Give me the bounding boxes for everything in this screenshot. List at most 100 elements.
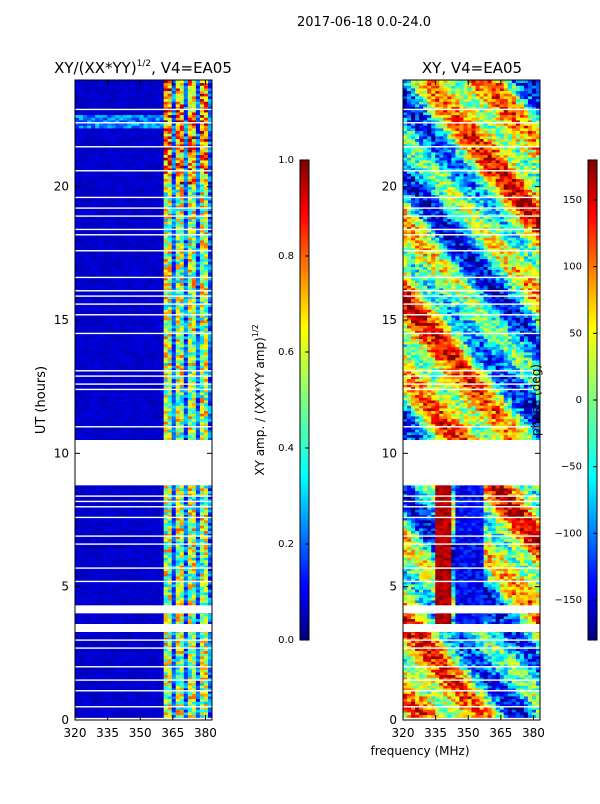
left-heatmap-cell	[135, 701, 140, 705]
left-heatmap-cell	[179, 424, 185, 428]
left-heatmap-cell	[199, 397, 205, 401]
left-heatmap-cell	[123, 365, 128, 369]
left-heatmap-cell	[187, 682, 193, 686]
left-heatmap-cell	[151, 328, 156, 332]
left-heatmap-cell	[191, 648, 197, 652]
left-heatmap-cell	[199, 389, 205, 393]
left-heatmap-cell	[167, 634, 173, 638]
left-heatmap-cell	[123, 378, 128, 382]
left-heatmap-cell	[187, 426, 193, 430]
left-heatmap-cell	[103, 394, 108, 398]
left-heatmap-cell	[155, 493, 161, 497]
left-heatmap-cell	[203, 656, 209, 660]
left-heatmap-cell	[119, 522, 124, 526]
left-heatmap-cell	[187, 501, 193, 505]
left-heatmap-cell	[191, 357, 197, 361]
left-heatmap-cell	[151, 642, 156, 646]
left-heatmap-cell	[187, 370, 193, 374]
left-heatmap-cell	[163, 648, 169, 652]
left-heatmap-cell	[195, 354, 201, 358]
left-heatmap-cell	[91, 330, 96, 334]
left-heatmap-cell	[135, 384, 140, 388]
left-heatmap-cell	[151, 352, 156, 356]
left-heatmap-cell	[83, 418, 88, 422]
left-heatmap-cell	[147, 514, 152, 518]
left-heatmap-cell	[75, 562, 80, 566]
left-heatmap-cell	[111, 485, 116, 489]
left-heatmap-cell	[207, 538, 213, 542]
left-heatmap-cell	[95, 693, 100, 697]
left-heatmap-cell	[187, 706, 193, 710]
left-heatmap-cell	[79, 704, 84, 708]
left-panel: XY/(XX*YY)1/2, V4=EA05 320 335 350 365 38005…	[34, 59, 232, 740]
left-heatmap-cell	[151, 549, 156, 553]
left-heatmap-cell	[83, 637, 88, 641]
left-heatmap-cell	[91, 490, 96, 494]
left-heatmap-cell	[123, 501, 128, 505]
left-heatmap-cell	[119, 536, 124, 540]
left-heatmap-cell	[187, 581, 193, 585]
left-heatmap-cell	[91, 528, 96, 532]
left-heatmap-cell	[187, 578, 193, 582]
left-heatmap-cell	[79, 597, 84, 601]
left-heatmap-cell	[203, 368, 209, 372]
left-heatmap-cell	[159, 640, 165, 644]
left-heatmap-cell	[191, 349, 197, 353]
left-heatmap-cell	[171, 512, 177, 516]
left-heatmap-cell	[183, 485, 189, 489]
left-heatmap-cell	[143, 538, 148, 542]
left-heatmap-cell	[103, 490, 108, 494]
left-heatmap-cell	[155, 597, 161, 601]
left-heatmap-cell	[171, 498, 177, 502]
left-heatmap-cell	[83, 706, 88, 710]
left-heatmap-cell	[175, 368, 181, 372]
left-heatmap-cell	[187, 530, 193, 534]
left-heatmap-cell	[139, 528, 144, 532]
left-heatmap-cell	[191, 706, 197, 710]
left-heatmap-cell	[171, 384, 177, 388]
left-heatmap-cell	[143, 586, 148, 590]
left-heatmap-cell	[183, 600, 189, 604]
left-heatmap-cell	[183, 661, 189, 665]
left-heatmap-cell	[115, 666, 120, 670]
left-heatmap-cell	[163, 397, 169, 401]
left-heatmap-cell	[159, 389, 165, 393]
left-heatmap-cell	[131, 637, 136, 641]
left-heatmap-cell	[131, 552, 136, 556]
left-heatmap-cell	[203, 544, 209, 548]
left-heatmap-cell	[91, 362, 96, 366]
left-heatmap-cell	[131, 682, 136, 686]
left-heatmap-cell	[183, 602, 189, 606]
left-heatmap-cell	[79, 525, 84, 529]
left-heatmap-cell	[159, 429, 165, 433]
left-heatmap-cell	[207, 349, 213, 353]
left-heatmap-cell	[99, 650, 104, 654]
left-heatmap-cell	[115, 394, 120, 398]
left-heatmap-cell	[123, 416, 128, 420]
left-heatmap-cell	[151, 714, 156, 718]
left-heatmap-cell	[163, 357, 169, 361]
left-heatmap-cell	[131, 424, 136, 428]
left-heatmap-cell	[179, 650, 185, 654]
left-heatmap-cell	[99, 536, 104, 540]
left-heatmap-cell	[123, 328, 128, 332]
left-heatmap-cell	[159, 328, 165, 332]
left-heatmap-cell	[111, 637, 116, 641]
left-heatmap-cell	[135, 368, 140, 372]
left-heatmap-cell	[163, 394, 169, 398]
left-heatmap-cell	[131, 618, 136, 622]
left-heatmap-cell	[175, 394, 181, 398]
left-heatmap-cell	[103, 514, 108, 518]
left-heatmap-cell	[207, 504, 213, 508]
left-heatmap-cell	[187, 362, 193, 366]
left-heatmap-cell	[167, 656, 173, 660]
left-heatmap-cell	[151, 597, 156, 601]
left-heatmap-cell	[123, 493, 128, 497]
left-heatmap-cell	[91, 394, 96, 398]
left-heatmap-cell	[127, 394, 132, 398]
left-heatmap-cell	[207, 517, 213, 521]
left-heatmap-cell	[167, 352, 173, 356]
left-heatmap-cell	[187, 346, 193, 350]
left-heatmap-cell	[115, 672, 120, 676]
left-heatmap-cell	[195, 493, 201, 497]
